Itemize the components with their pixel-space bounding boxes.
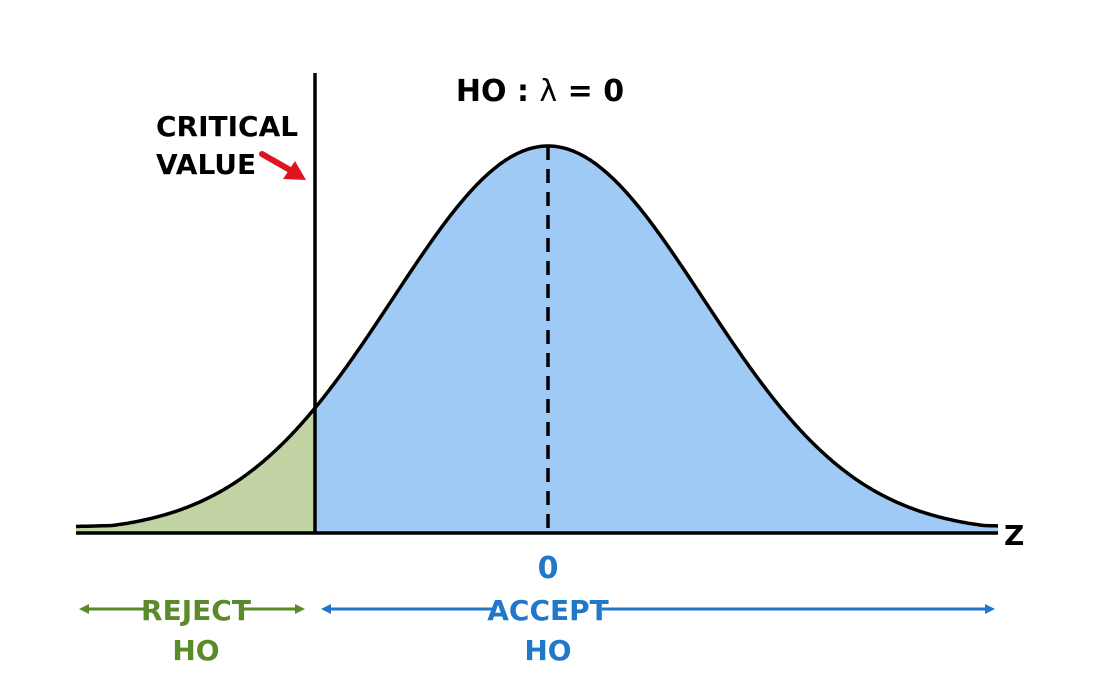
critical-value-label-line1: CRITICAL <box>156 110 298 143</box>
reject-region-fill <box>76 408 315 533</box>
critical-value-label-line2: VALUE <box>156 148 256 181</box>
null-hypothesis-label: HO : λ = 0 <box>456 74 624 109</box>
reject-region-label-line1: REJECT <box>141 594 251 627</box>
lambda-symbol: λ <box>539 74 557 109</box>
center-tick-label: 0 <box>538 551 559 586</box>
reject-region-label-line2: HO <box>172 634 219 667</box>
normal-distribution-curve <box>75 144 998 529</box>
accept-region-label-line1: ACCEPT <box>487 594 609 627</box>
accept-region-fill <box>315 146 998 533</box>
axis-variable-label: Z <box>1004 519 1024 552</box>
critical-value-arrow-icon <box>259 151 306 180</box>
accept-region-label-line2: HO <box>524 634 571 667</box>
